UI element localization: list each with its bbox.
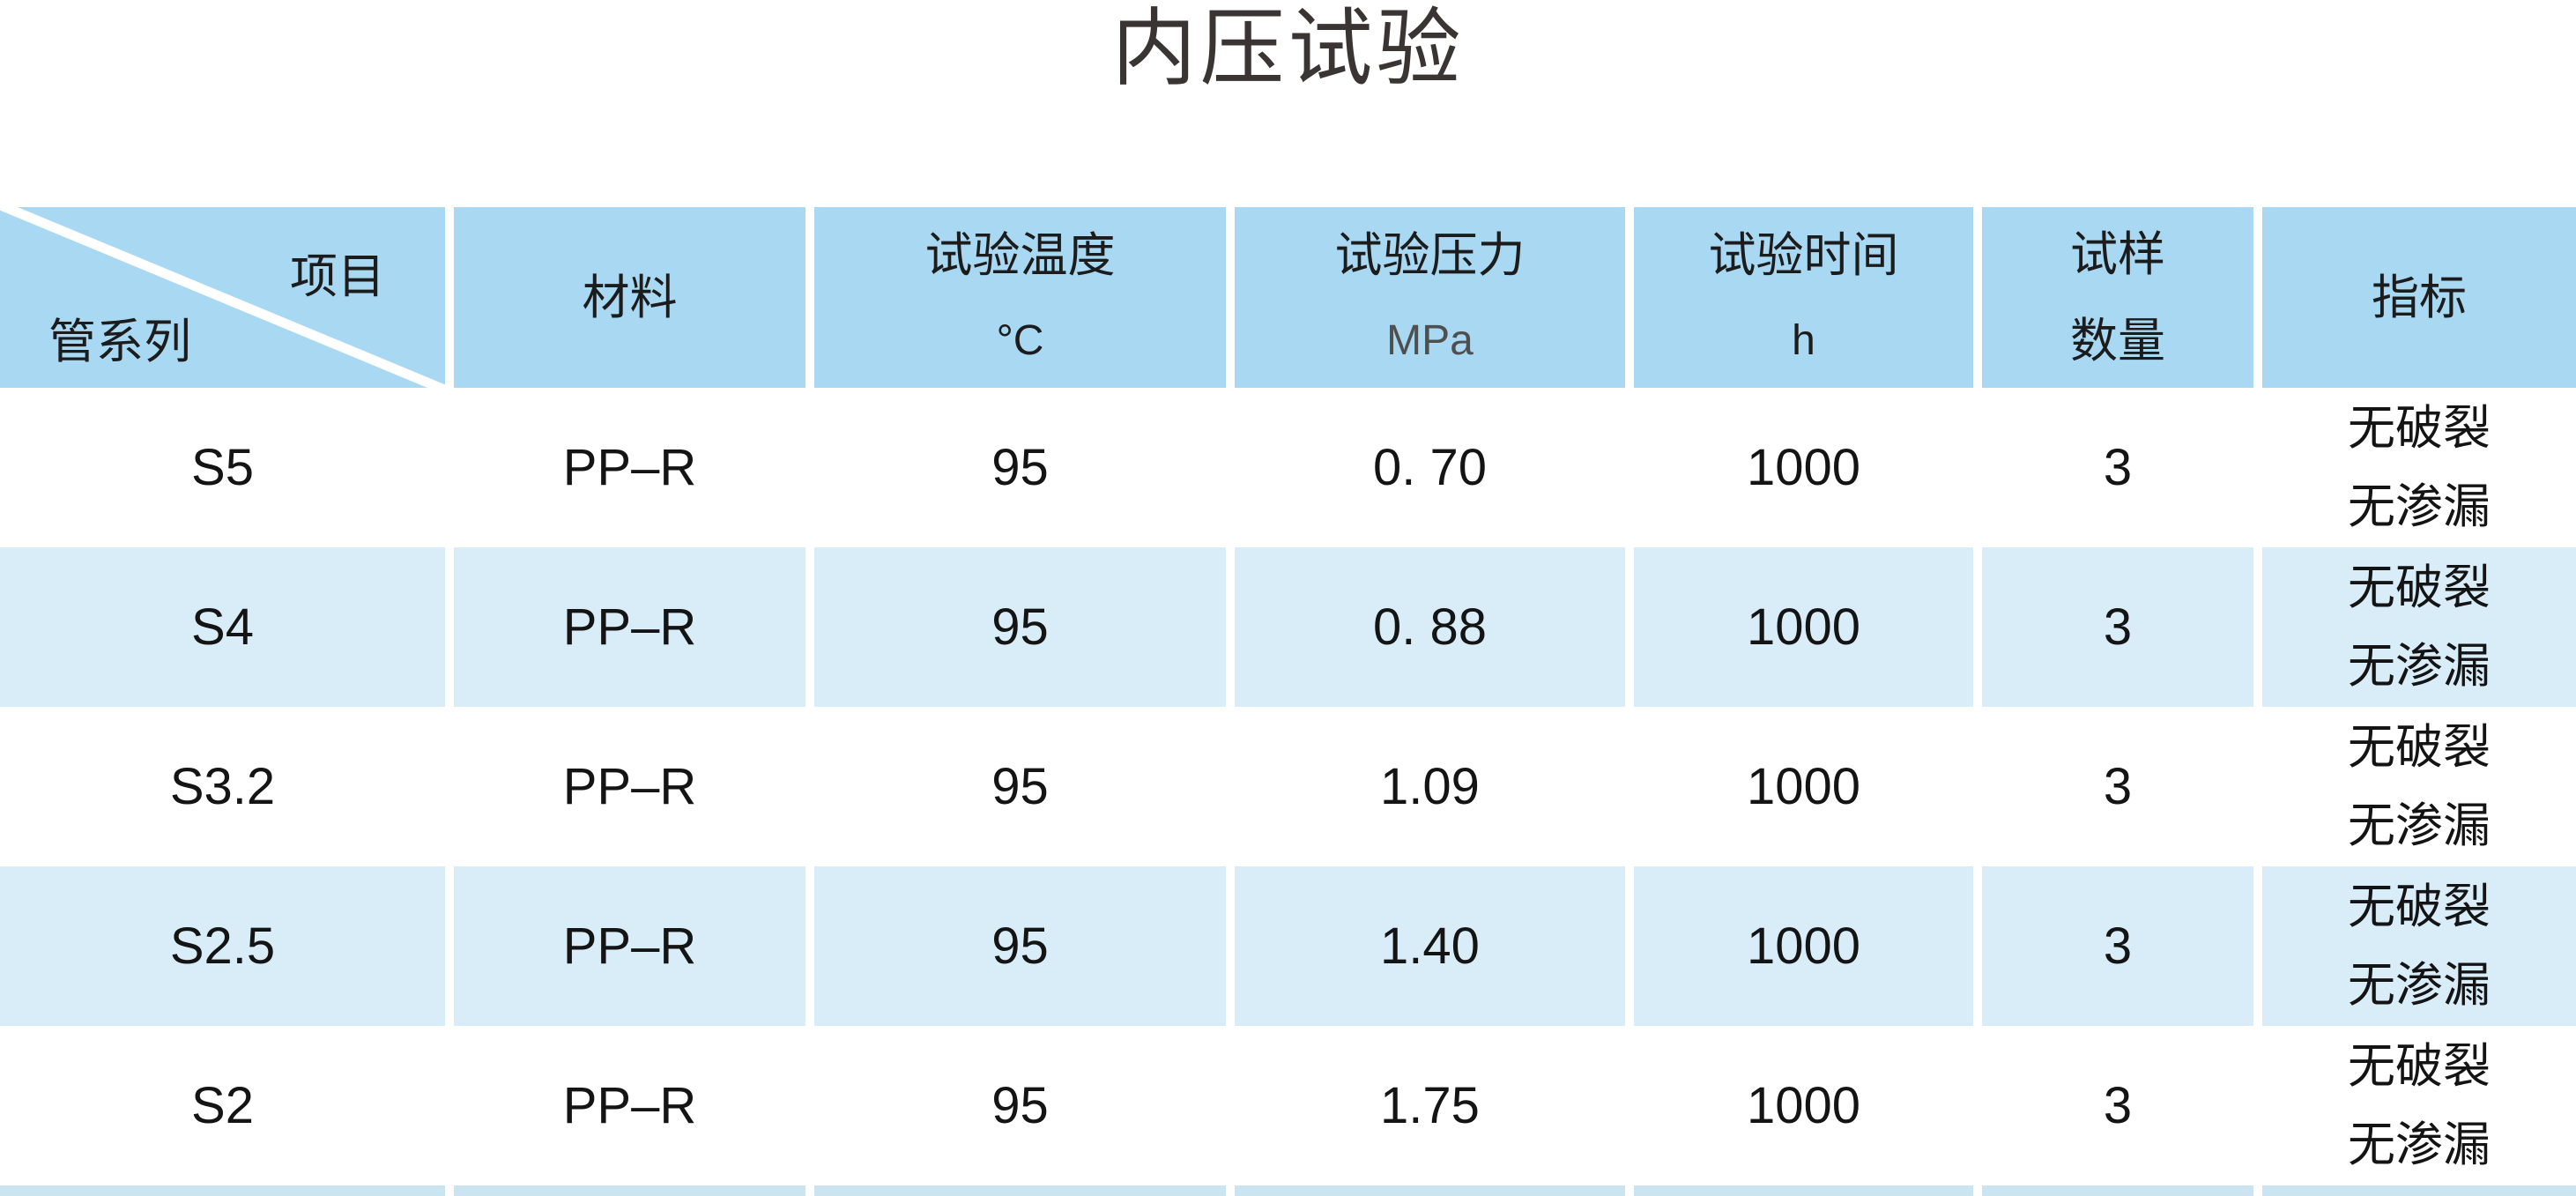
cell-time: 1000 (1634, 707, 1973, 866)
table-row-s2: S2 PP–R 95 1.75 1000 3 无破裂 无渗漏 (0, 1026, 2576, 1185)
cell-temperature: 95 (814, 547, 1226, 707)
table-header-row: 项目 管系列 材料 试验温度 °C 试验压力 MPa 试验时间 h 试样 数量 (0, 207, 2576, 388)
cell-samples: 3 (1982, 1026, 2253, 1185)
spec-table: 项目 管系列 材料 试验温度 °C 试验压力 MPa 试验时间 h 试样 数量 (0, 207, 2576, 1196)
clipped-cell (2262, 1185, 2576, 1196)
clipped-cell (1982, 1185, 2253, 1196)
table-row-s3-2: S3.2 PP–R 95 1.09 1000 3 无破裂 无渗漏 (0, 707, 2576, 866)
cell-material: PP–R (454, 388, 805, 547)
cell-temperature: 95 (814, 388, 1226, 547)
header-cell-criteria: 指标 (2262, 207, 2576, 388)
corner-label-pipe-series: 管系列 (48, 316, 191, 368)
clipped-cell (1634, 1185, 1973, 1196)
header-cell-test-temperature: 试验温度 °C (814, 207, 1226, 388)
cell-pressure: 0. 70 (1235, 388, 1625, 547)
page-title: 内压试验 (1111, 2, 1465, 96)
cell-samples: 3 (1982, 707, 2253, 866)
cell-criteria: 无破裂 无渗漏 (2262, 866, 2576, 1026)
cell-criteria: 无破裂 无渗漏 (2262, 547, 2576, 707)
header-unit-mpa: MPa (1386, 316, 1474, 364)
cell-time: 1000 (1634, 1026, 1973, 1185)
cell-samples: 3 (1982, 866, 2253, 1026)
diagonal-divider-line (0, 207, 445, 388)
header-label: 试验压力 (1334, 228, 1526, 282)
cell-series: S2.5 (0, 866, 445, 1026)
header-cell-sample-count: 试样 数量 (1982, 207, 2253, 388)
cell-samples: 3 (1982, 547, 2253, 707)
criteria-line-no-leak: 无渗漏 (2348, 639, 2491, 693)
table-row-clipped-strip (0, 1185, 2576, 1196)
cell-material: PP–R (454, 707, 805, 866)
header-cell-material: 材料 (454, 207, 805, 388)
cell-pressure: 1.75 (1235, 1026, 1625, 1185)
criteria-line-no-rupture: 无破裂 (2348, 401, 2491, 455)
clipped-cell (454, 1185, 805, 1196)
header-cell-test-pressure: 试验压力 MPa (1235, 207, 1625, 388)
clipped-cell (814, 1185, 1226, 1196)
clipped-cell (0, 1185, 445, 1196)
cell-time: 1000 (1634, 388, 1973, 547)
header-cell-test-time: 试验时间 h (1634, 207, 1973, 388)
criteria-line-no-leak: 无渗漏 (2348, 799, 2491, 852)
cell-criteria: 无破裂 无渗漏 (2262, 1026, 2576, 1185)
criteria-line-no-rupture: 无破裂 (2348, 1039, 2491, 1093)
cell-criteria: 无破裂 无渗漏 (2262, 388, 2576, 547)
header-label: 试样 (2070, 227, 2165, 281)
cell-series: S2 (0, 1026, 445, 1185)
cell-material: PP–R (454, 866, 805, 1026)
header-unit-hours: h (1792, 316, 1815, 364)
cell-temperature: 95 (814, 866, 1226, 1026)
cell-pressure: 0. 88 (1235, 547, 1625, 707)
criteria-line-no-rupture: 无破裂 (2348, 561, 2491, 614)
header-label: 数量 (2070, 314, 2165, 368)
clipped-cell (1235, 1185, 1625, 1196)
criteria-line-no-rupture: 无破裂 (2348, 720, 2491, 774)
table-row-s2-5: S2.5 PP–R 95 1.40 1000 3 无破裂 无渗漏 (0, 866, 2576, 1026)
header-corner-cell: 项目 管系列 (0, 207, 445, 388)
cell-pressure: 1.40 (1235, 866, 1625, 1026)
criteria-line-no-leak: 无渗漏 (2348, 958, 2491, 1012)
criteria-line-no-leak: 无渗漏 (2348, 479, 2491, 533)
header-unit-celsius: °C (996, 316, 1044, 364)
header-label: 试验温度 (924, 228, 1116, 282)
cell-temperature: 95 (814, 1026, 1226, 1185)
cell-temperature: 95 (814, 707, 1226, 866)
cell-series: S3.2 (0, 707, 445, 866)
header-label: 试验时间 (1708, 228, 1899, 282)
cell-material: PP–R (454, 1026, 805, 1185)
cell-time: 1000 (1634, 547, 1973, 707)
cell-time: 1000 (1634, 866, 1973, 1026)
cell-samples: 3 (1982, 388, 2253, 547)
header-label: 材料 (582, 271, 678, 324)
header-label: 指标 (2372, 271, 2467, 324)
corner-label-item: 项目 (290, 250, 385, 303)
cell-criteria: 无破裂 无渗漏 (2262, 707, 2576, 866)
criteria-line-no-leak: 无渗漏 (2348, 1118, 2491, 1171)
table-row-s4: S4 PP–R 95 0. 88 1000 3 无破裂 无渗漏 (0, 547, 2576, 707)
table-row-s5: S5 PP–R 95 0. 70 1000 3 无破裂 无渗漏 (0, 388, 2576, 547)
cell-series: S4 (0, 547, 445, 707)
cell-pressure: 1.09 (1235, 707, 1625, 866)
cell-series: S5 (0, 388, 445, 547)
title-band: 内压试验 (0, 0, 2576, 207)
criteria-line-no-rupture: 无破裂 (2348, 880, 2491, 933)
cell-material: PP–R (454, 547, 805, 707)
